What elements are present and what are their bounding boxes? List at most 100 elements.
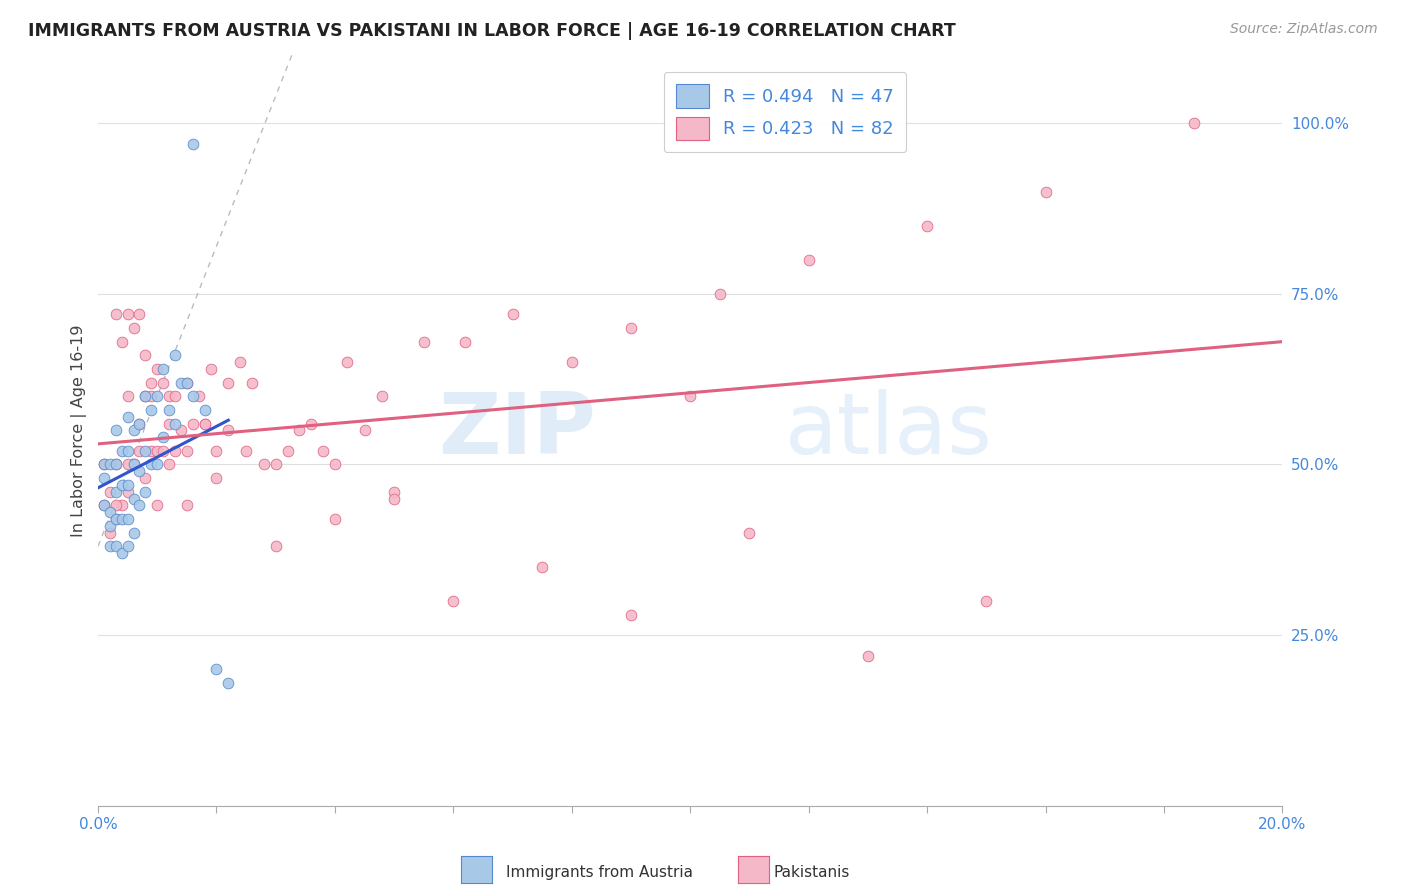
Point [170,376,193,390]
Point [240,376,263,390]
Point [187,389,209,403]
Point [122,491,145,506]
Point [93,499,115,513]
Point [98,539,121,553]
Point [117,512,139,526]
Point [157,458,180,472]
Point [205,471,228,485]
Point [98,519,121,533]
Point [382,491,405,506]
Point [141,443,163,458]
Point [134,389,156,403]
Point [104,512,127,526]
Text: ZIP: ZIP [437,389,596,472]
Point [1182,116,1205,130]
Point [157,403,180,417]
Point [111,478,134,492]
Point [176,443,198,458]
Point [194,417,217,431]
Point [122,458,145,472]
Point [276,443,298,458]
Point [93,499,115,513]
Point [288,423,311,437]
Point [152,443,174,458]
Point [502,307,524,321]
Point [117,307,139,321]
Point [134,443,156,458]
Point [141,376,163,390]
Point [235,443,257,458]
Point [163,443,186,458]
Point [194,403,217,417]
Point [152,376,174,390]
Point [122,423,145,437]
Point [620,321,643,335]
Point [141,389,163,403]
Point [217,423,239,437]
Point [709,287,731,301]
Point [264,539,287,553]
Point [253,458,276,472]
Point [163,389,186,403]
Point [128,443,150,458]
Point [856,648,879,663]
Point [205,662,228,676]
Point [104,423,127,437]
Point [152,362,174,376]
Point [146,443,169,458]
Point [128,307,150,321]
Point [163,417,186,431]
Point [620,607,643,622]
Point [205,443,228,458]
Point [128,464,150,478]
Point [134,348,156,362]
Point [264,458,287,472]
Point [200,362,222,376]
Point [98,505,121,519]
Point [299,417,322,431]
Point [111,334,134,349]
Point [679,389,702,403]
Point [93,458,115,472]
Point [441,594,464,608]
Point [229,355,252,369]
Point [531,559,554,574]
Point [163,348,186,362]
Point [353,423,375,437]
Y-axis label: In Labor Force | Age 16-19: In Labor Force | Age 16-19 [72,324,87,537]
Point [412,334,434,349]
Legend: R = 0.494   N = 47, R = 0.423   N = 82: R = 0.494 N = 47, R = 0.423 N = 82 [664,71,907,153]
Point [152,430,174,444]
Point [117,443,139,458]
Point [157,389,180,403]
Point [117,409,139,424]
Point [176,376,198,390]
Point [371,389,394,403]
Point [141,403,163,417]
Point [170,423,193,437]
Point [176,499,198,513]
Point [157,417,180,431]
Point [454,334,477,349]
Point [111,512,134,526]
Point [117,458,139,472]
Text: IMMIGRANTS FROM AUSTRIA VS PAKISTANI IN LABOR FORCE | AGE 16-19 CORRELATION CHAR: IMMIGRANTS FROM AUSTRIA VS PAKISTANI IN … [28,22,956,40]
Text: Source: ZipAtlas.com: Source: ZipAtlas.com [1230,22,1378,37]
Point [98,458,121,472]
Point [194,417,217,431]
Point [561,355,583,369]
Text: atlas: atlas [785,389,993,472]
Point [122,321,145,335]
Point [104,307,127,321]
Point [181,136,204,151]
Point [323,512,346,526]
Point [176,376,198,390]
Text: Pakistanis: Pakistanis [773,865,849,880]
Point [104,512,127,526]
Point [1035,185,1057,199]
Point [146,389,169,403]
Point [141,458,163,472]
Point [323,458,346,472]
Point [93,458,115,472]
Point [117,389,139,403]
